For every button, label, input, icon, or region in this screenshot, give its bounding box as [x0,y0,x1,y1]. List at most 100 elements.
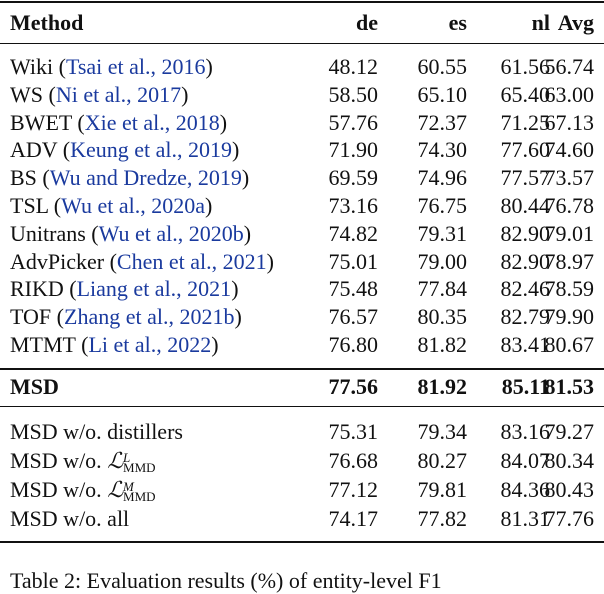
citation-link: Keung et al., 2019 [63,137,240,162]
score-cell: 82.79 [500,304,551,330]
citation-link: Zhang et al., 2021b [57,304,242,329]
citation-link: Li et al., 2022 [81,332,218,357]
bottom-rule [0,541,604,543]
method-cell: AdvPicker Chen et al., 2021 [10,249,274,275]
method-name: TSL [10,193,49,218]
score-cell: 61.56 [500,54,551,79]
score-cell: 82.90 [500,248,551,274]
score-cell: 73.16 [328,193,379,218]
loss-scripts: M MMD [123,479,156,503]
score-cell: 84.36 [500,477,551,502]
score-cell: 56.74 [544,54,595,79]
score-cell: 79.81 [417,477,468,502]
score-cell: 77.76 [544,506,595,531]
score-cell: 79.01 [544,220,595,246]
method-name: MSD w/o. all [10,506,130,531]
score-cell: 65.40 [500,81,551,107]
header-rule [0,43,604,44]
loss-symbol: ℒ [107,448,124,473]
method-name: TOF [10,304,52,330]
method-cell: MSD w/o. all [10,506,129,532]
mid-rule [0,406,604,407]
method-cell: MSD w/o. ℒ M MMD [10,477,156,503]
method-cell: Wiki Tsai et al., 2016 [10,54,213,80]
score-cell: 80.35 [417,304,468,330]
score-cell: 85.11 [501,374,550,399]
citation-link: Ni et al., 2017 [49,82,189,107]
score-cell: 77.57 [500,165,551,191]
method-cell: ADV Keung et al., 2019 [10,137,239,163]
citation-link: Tsai et al., 2016 [59,54,213,79]
score-cell: 74.82 [328,220,379,246]
score-cell: 79.34 [417,419,468,444]
loss-symbol: ℒ [107,477,124,502]
score-cell: 79.31 [417,220,468,246]
score-cell: 78.59 [544,276,595,302]
score-cell: 75.48 [328,276,379,302]
method-name: ADV [10,137,58,163]
score-cell: 71.25 [500,109,551,135]
citation-link: Wu et al., 2020a [54,193,213,218]
method-cell: MSD [10,374,59,400]
method-name: BS [10,165,37,191]
score-cell: 77.60 [500,137,551,163]
score-cell: 76.68 [328,448,379,473]
score-cell: 75.01 [328,248,379,274]
mid-rule [0,368,604,370]
citation-link: Liang et al., 2021 [69,276,238,301]
score-cell: 72.37 [417,109,468,135]
method-name: Unitrans [10,220,86,246]
method-name: WS [10,81,43,107]
score-cell: 74.60 [544,137,595,163]
method-cell: MSD w/o. distillers [10,419,183,445]
score-cell: 76.78 [544,193,595,218]
score-cell: 76.75 [417,193,468,218]
header-cell: de [356,10,378,35]
header-cell: es [448,10,467,35]
method-name: MSD [10,374,59,399]
loss-scripts: L MMD [123,450,156,474]
method-cell: BS Wu and Dredze, 2019 [10,165,249,191]
score-cell: 74.96 [417,165,468,191]
score-cell: 57.76 [328,109,379,135]
method-cell: MSD w/o. ℒ L MMD [10,448,156,474]
score-cell: 75.31 [328,419,379,444]
method-cell: TSL Wu et al., 2020a [10,193,212,219]
score-cell: 69.59 [328,165,379,191]
method-name: MTMT [10,332,76,357]
score-cell: 81.82 [417,332,468,357]
header-cell: nl [531,10,550,35]
score-cell: 83.41 [500,332,551,357]
score-cell: 58.50 [328,81,379,107]
score-cell: 60.55 [417,54,468,79]
citation-link: Wu et al., 2020b [91,221,251,246]
score-cell: 74.17 [328,506,379,531]
score-cell: 74.30 [417,137,468,163]
score-cell: 77.82 [417,506,468,531]
score-cell: 81.92 [417,374,468,399]
score-cell: 76.80 [328,332,379,357]
score-cell: 73.57 [544,165,595,191]
score-cell: 82.46 [500,276,551,302]
score-cell: 80.43 [544,477,595,502]
superscript: M [123,479,134,494]
score-cell: 83.16 [500,419,551,444]
citation-link: Wu and Dredze, 2019 [42,165,249,190]
score-cell: 77.84 [417,276,468,302]
header-cell: Avg [557,10,594,35]
superscript: L [123,450,131,465]
score-cell: 77.56 [328,374,379,399]
score-cell: 79.00 [417,248,468,274]
score-cell: 65.10 [417,81,468,107]
caption: Table 2: Evaluation results (%) of entit… [10,568,442,593]
score-cell: 79.90 [544,304,595,330]
method-name: MSD w/o. [10,448,102,473]
score-cell: 81.31 [500,506,551,531]
score-cell: 77.12 [328,477,379,502]
score-cell: 82.90 [500,220,551,246]
score-cell: 80.34 [544,448,595,473]
method-name: MSD w/o. [10,477,102,502]
method-cell: WS Ni et al., 2017 [10,82,188,108]
method-cell: Unitrans Wu et al., 2020b [10,221,251,247]
score-cell: 48.12 [328,54,379,79]
